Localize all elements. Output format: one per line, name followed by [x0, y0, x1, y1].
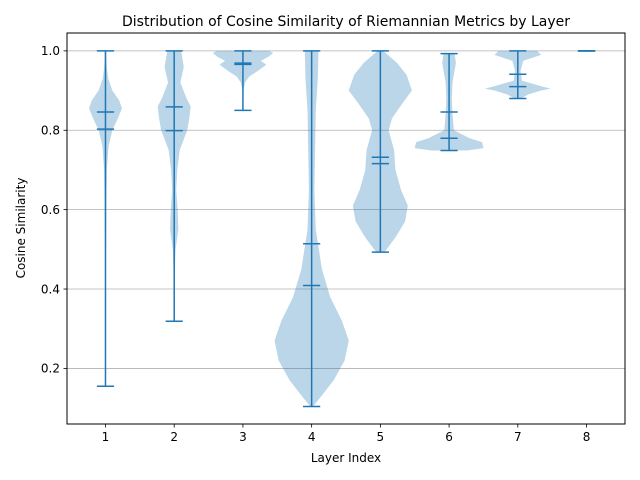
x-tick-label: 7 [514, 430, 522, 444]
x-tick-label: 4 [308, 430, 316, 444]
y-tick-label: 0.8 [41, 124, 60, 138]
y-tick-label: 0.4 [41, 282, 60, 296]
x-tick-label: 3 [239, 430, 247, 444]
x-axis-ticks: 1 2 3 4 5 6 7 8 [102, 424, 591, 444]
x-tick-label: 1 [102, 430, 110, 444]
y-axis-label: Cosine Similarity [14, 178, 28, 279]
y-tick-label: 0.2 [41, 362, 60, 376]
x-tick-label: 6 [445, 430, 453, 444]
plot-frame [66, 32, 626, 425]
x-tick-label: 2 [170, 430, 178, 444]
y-tick-label: 1.0 [41, 44, 60, 58]
gridlines [67, 50, 625, 369]
chart-title: Distribution of Cosine Similarity of Rie… [122, 14, 570, 30]
y-tick-label: 0.6 [41, 203, 60, 217]
x-axis-label: Layer Index [311, 451, 381, 465]
y-axis-ticks: 0.2 0.4 0.6 0.8 1.0 [41, 44, 67, 376]
x-tick-label: 8 [583, 430, 591, 444]
violin-stat-lines [96, 50, 596, 408]
x-tick-label: 5 [377, 430, 385, 444]
